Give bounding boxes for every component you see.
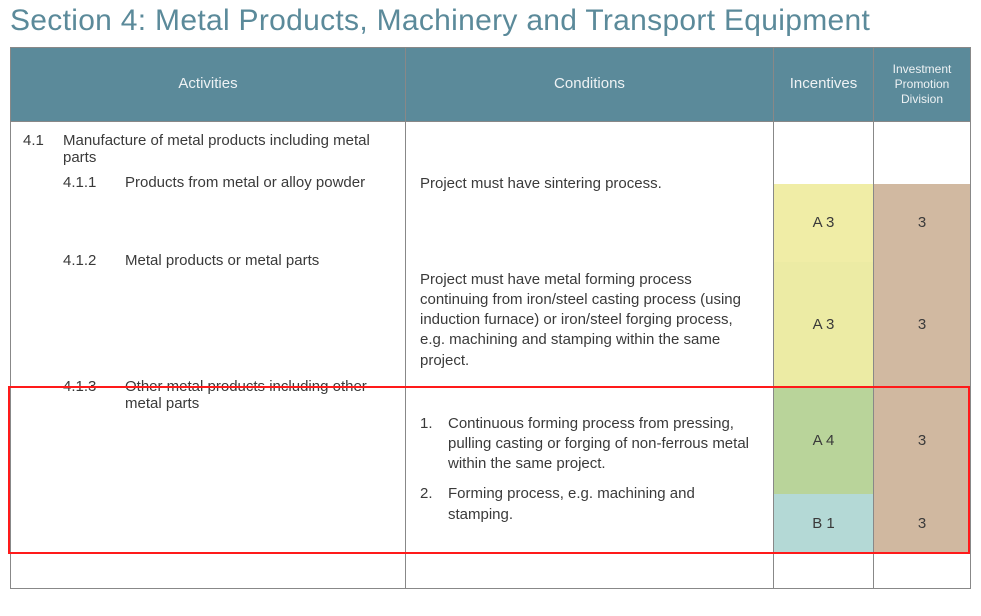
incentive-value: B 1 bbox=[774, 494, 873, 554]
activity-subrow: 4.1.2Metal products or metal parts bbox=[23, 252, 393, 378]
incentive-value: A 3 bbox=[774, 262, 873, 388]
division-value: 3 bbox=[874, 262, 970, 388]
group-number: 4.1 bbox=[23, 132, 63, 149]
condition-block: 1.Continuous forming process from pressi… bbox=[420, 414, 759, 580]
activity-number: 4.1.2 bbox=[63, 252, 125, 269]
condition-block: Project must have metal forming process … bbox=[420, 270, 759, 396]
conditions-cell: Project must have sintering process. Proj… bbox=[406, 121, 774, 588]
section-title: Section 4: Metal Products, Machinery and… bbox=[10, 4, 981, 39]
division-value: 3 bbox=[874, 388, 970, 494]
division-cell: 3333 bbox=[874, 121, 971, 588]
activity-subrow: 4.1.3Other metal products including othe… bbox=[23, 378, 393, 544]
activity-text: Other metal products including other met… bbox=[125, 378, 393, 412]
condition-item: 2.Forming process, e.g. machining and st… bbox=[420, 484, 759, 525]
condition-number: 2. bbox=[420, 484, 448, 504]
condition-text: Forming process, e.g. machining and stam… bbox=[448, 484, 759, 525]
activity-number: 4.1.3 bbox=[63, 378, 125, 395]
col-division: Investment Promotion Division bbox=[874, 47, 971, 121]
activities-table: Activities Conditions Incentives Investm… bbox=[10, 47, 971, 589]
activity-text: Metal products or metal parts bbox=[125, 252, 393, 269]
activities-cell: 4.1 Manufacture of metal products includ… bbox=[11, 121, 406, 588]
col-activities: Activities bbox=[11, 47, 406, 121]
condition-item: 1.Continuous forming process from pressi… bbox=[420, 414, 759, 475]
incentive-value: A 4 bbox=[774, 388, 873, 494]
table-row: 4.1 Manufacture of metal products includ… bbox=[11, 121, 971, 588]
condition-block: Project must have sintering process. bbox=[420, 174, 759, 252]
group-text: Manufacture of metal products including … bbox=[63, 132, 393, 166]
incentive-value: A 3 bbox=[774, 184, 873, 262]
table-header-row: Activities Conditions Incentives Investm… bbox=[11, 47, 971, 121]
condition-text: Continuous forming process from pressing… bbox=[448, 414, 759, 475]
division-value: 3 bbox=[874, 494, 970, 554]
col-conditions: Conditions bbox=[406, 47, 774, 121]
activity-group: 4.1 Manufacture of metal products includ… bbox=[23, 132, 393, 166]
activity-subrow: 4.1.1Products from metal or alloy powder bbox=[23, 174, 393, 252]
col-incentives: Incentives bbox=[774, 47, 874, 121]
table-wrapper: Activities Conditions Incentives Investm… bbox=[0, 47, 970, 589]
incentives-cell: A 3A 3A 4B 1 bbox=[774, 121, 874, 588]
activity-text: Products from metal or alloy powder bbox=[125, 174, 393, 191]
division-value: 3 bbox=[874, 184, 970, 262]
activity-number: 4.1.1 bbox=[63, 174, 125, 191]
condition-number: 1. bbox=[420, 414, 448, 434]
